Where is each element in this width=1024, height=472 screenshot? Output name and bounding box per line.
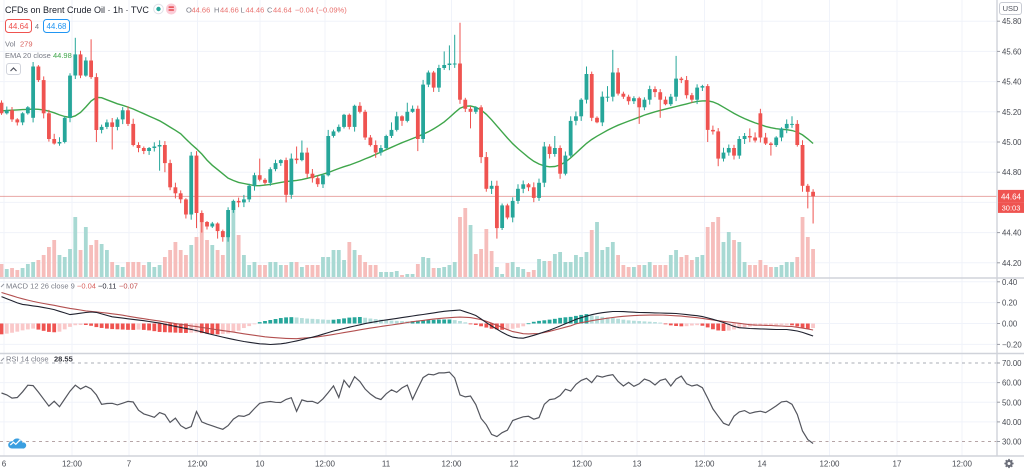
svg-text:60.00: 60.00 [1002,379,1022,388]
svg-text:10: 10 [256,460,265,469]
svg-text:12:00: 12:00 [62,460,83,469]
svg-text:0.20: 0.20 [1002,299,1018,308]
svg-text:Vol: Vol [5,40,16,49]
svg-text:28.55: 28.55 [54,355,73,364]
svg-text:45.40: 45.40 [1002,78,1022,87]
svg-text:44.64: 44.64 [8,22,29,31]
svg-text:44.20: 44.20 [1002,259,1022,268]
svg-text:13: 13 [633,460,642,469]
svg-text:45.20: 45.20 [1002,108,1022,117]
svg-text:12:00: 12:00 [572,460,593,469]
svg-text:RSI 14 close: RSI 14 close [6,355,49,364]
svg-text:44.80: 44.80 [1002,168,1022,177]
svg-text:44.66: 44.66 [220,6,239,15]
svg-text:12:00: 12:00 [819,460,840,469]
svg-text:−0.07: −0.07 [119,282,138,291]
svg-text:44.68: 44.68 [46,22,67,31]
svg-text:0.40: 0.40 [1002,278,1018,287]
svg-text:MACD 12 26 close 9: MACD 12 26 close 9 [6,282,75,291]
svg-text:70.00: 70.00 [1002,359,1022,368]
svg-text:44.66: 44.66 [192,6,211,15]
svg-text:44.46: 44.46 [246,6,265,15]
svg-text:30.00: 30.00 [1002,438,1022,447]
svg-text:CFDs on Brent Crude Oil · 1h ·: CFDs on Brent Crude Oil · 1h · TVC [5,5,149,15]
svg-text:17: 17 [893,460,902,469]
svg-text:45.00: 45.00 [1002,138,1022,147]
svg-text:4: 4 [35,22,39,31]
svg-text:12:00: 12:00 [694,460,715,469]
svg-text:11: 11 [382,460,391,469]
svg-text:45.60: 45.60 [1002,47,1022,56]
svg-text:12:00: 12:00 [315,460,336,469]
svg-text:40.00: 40.00 [1002,418,1022,427]
svg-text:44.64: 44.64 [273,6,292,15]
svg-text:L: L [241,6,245,15]
svg-text:279: 279 [20,40,33,49]
svg-text:12:00: 12:00 [952,460,973,469]
svg-text:12: 12 [510,460,519,469]
svg-text:44.40: 44.40 [1002,229,1022,238]
svg-text:45.80: 45.80 [1002,17,1022,26]
svg-text:30:03: 30:03 [1002,203,1021,212]
svg-text:−0.04 (−0.09%): −0.04 (−0.09%) [295,6,347,15]
svg-text:C: C [267,6,273,15]
svg-text:−0.20: −0.20 [1002,340,1022,349]
svg-text:EMA 20 close: EMA 20 close [5,51,51,60]
svg-text:44.64: 44.64 [1001,192,1022,201]
svg-text:−0.04: −0.04 [77,282,96,291]
svg-text:O: O [186,6,192,15]
svg-text:7: 7 [127,460,132,469]
svg-text:−0.11: −0.11 [98,282,116,291]
svg-text:0.00: 0.00 [1002,320,1018,329]
svg-text:USD: USD [1003,4,1019,13]
svg-text:14: 14 [758,460,767,469]
svg-text:44.98: 44.98 [53,51,72,60]
svg-text:H: H [214,6,219,15]
svg-text:6: 6 [2,460,7,469]
svg-text:50.00: 50.00 [1002,398,1022,407]
svg-text:12:00: 12:00 [187,460,208,469]
svg-text:12:00: 12:00 [441,460,462,469]
